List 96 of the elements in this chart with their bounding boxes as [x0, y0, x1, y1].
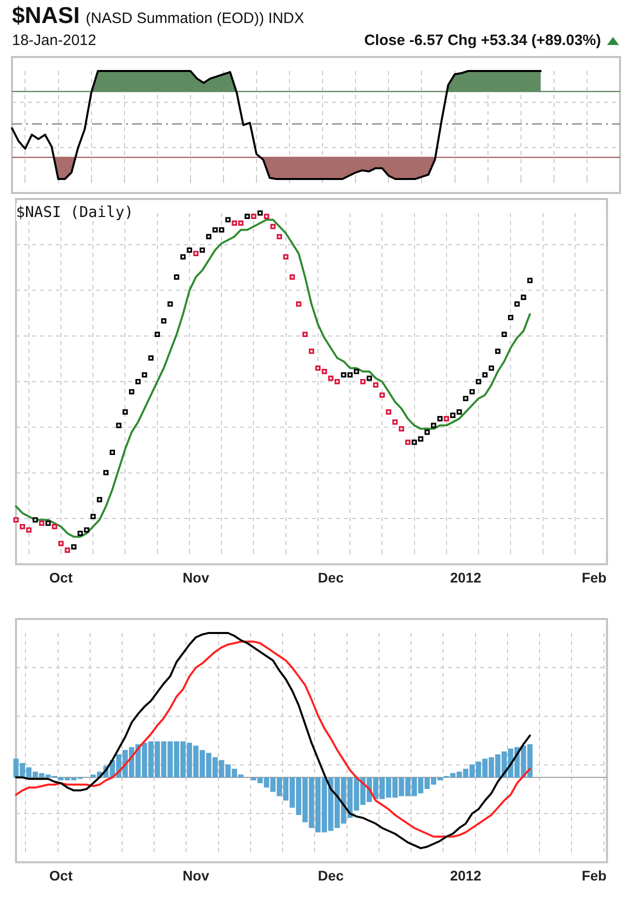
point	[257, 210, 263, 216]
point	[450, 412, 456, 418]
point	[135, 378, 141, 384]
point	[206, 234, 212, 240]
point	[392, 419, 398, 425]
point	[20, 524, 26, 530]
point	[437, 416, 443, 422]
point	[142, 372, 148, 378]
point	[482, 372, 488, 378]
point	[283, 254, 288, 260]
x-tick-label: Feb	[582, 867, 607, 884]
x-tick-label: Oct	[49, 867, 73, 884]
point	[193, 250, 199, 256]
point	[444, 416, 450, 422]
x-tick-label: Dec	[318, 867, 344, 884]
x-tick-label: Nov	[182, 569, 210, 586]
point	[347, 372, 353, 378]
text: Close -6.57 Chg +53.34 (+89.03%)	[364, 32, 601, 49]
point	[45, 520, 51, 526]
point	[328, 376, 334, 381]
point	[373, 382, 378, 388]
point	[264, 214, 270, 220]
point	[380, 392, 385, 398]
point	[39, 520, 44, 526]
x-tick-label: Oct	[49, 569, 73, 586]
point	[520, 294, 526, 300]
point	[290, 274, 295, 280]
point	[412, 440, 417, 445]
point	[103, 470, 109, 476]
point	[128, 389, 134, 394]
point	[514, 301, 520, 307]
point	[13, 517, 19, 522]
point	[488, 365, 494, 371]
chart-subtitle: (NASD Summation (EOD)) INDX	[86, 10, 304, 27]
point	[154, 332, 160, 338]
point	[116, 422, 122, 428]
point	[78, 530, 83, 536]
point	[276, 234, 282, 240]
point	[186, 247, 192, 253]
point	[476, 378, 482, 384]
point	[456, 409, 462, 415]
point	[334, 378, 340, 384]
point	[398, 426, 404, 432]
point	[340, 372, 346, 378]
point	[26, 527, 32, 533]
point	[354, 368, 360, 374]
point	[308, 348, 314, 354]
point	[71, 544, 76, 550]
point	[251, 214, 256, 220]
point	[212, 227, 218, 232]
point	[502, 332, 507, 338]
x-tick-label: 2012	[450, 867, 482, 884]
point	[232, 220, 238, 226]
point	[244, 214, 250, 220]
point	[200, 247, 205, 253]
chart-title: $NASI	[12, 2, 80, 28]
point	[148, 355, 154, 361]
point	[495, 348, 500, 354]
point	[238, 220, 244, 226]
point	[405, 440, 410, 445]
point	[58, 540, 64, 546]
point	[360, 378, 366, 384]
point	[296, 301, 302, 307]
x-tick-label: Feb	[582, 569, 607, 586]
point	[52, 524, 58, 530]
point	[366, 376, 372, 381]
chart-title: $NASI (Daily)	[16, 203, 134, 221]
point	[180, 254, 186, 260]
point	[168, 301, 173, 307]
point	[32, 517, 38, 522]
point	[508, 314, 514, 320]
point	[430, 422, 436, 428]
point	[463, 396, 468, 402]
point	[174, 274, 180, 280]
point	[527, 278, 533, 284]
x-tick-label: Dec	[318, 569, 344, 586]
point	[469, 389, 475, 394]
point	[122, 409, 128, 415]
x-tick-label: 2012	[450, 569, 482, 586]
point	[302, 332, 308, 338]
point	[322, 368, 327, 374]
point	[90, 514, 96, 520]
point	[418, 436, 424, 442]
text: 18-Jan-2012	[12, 32, 96, 49]
point	[270, 224, 276, 230]
point	[225, 217, 231, 222]
point	[218, 227, 224, 232]
point	[161, 318, 166, 324]
point	[84, 527, 90, 533]
point	[386, 409, 392, 415]
x-tick-label: Nov	[182, 867, 210, 884]
point	[315, 365, 321, 371]
point	[64, 548, 70, 553]
point	[96, 496, 102, 502]
point	[110, 450, 115, 456]
point	[424, 430, 430, 435]
